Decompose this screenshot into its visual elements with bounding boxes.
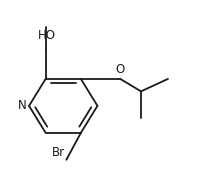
Text: Br: Br: [52, 146, 65, 159]
Text: O: O: [116, 63, 125, 76]
Text: HO: HO: [38, 29, 56, 42]
Text: N: N: [18, 99, 27, 112]
